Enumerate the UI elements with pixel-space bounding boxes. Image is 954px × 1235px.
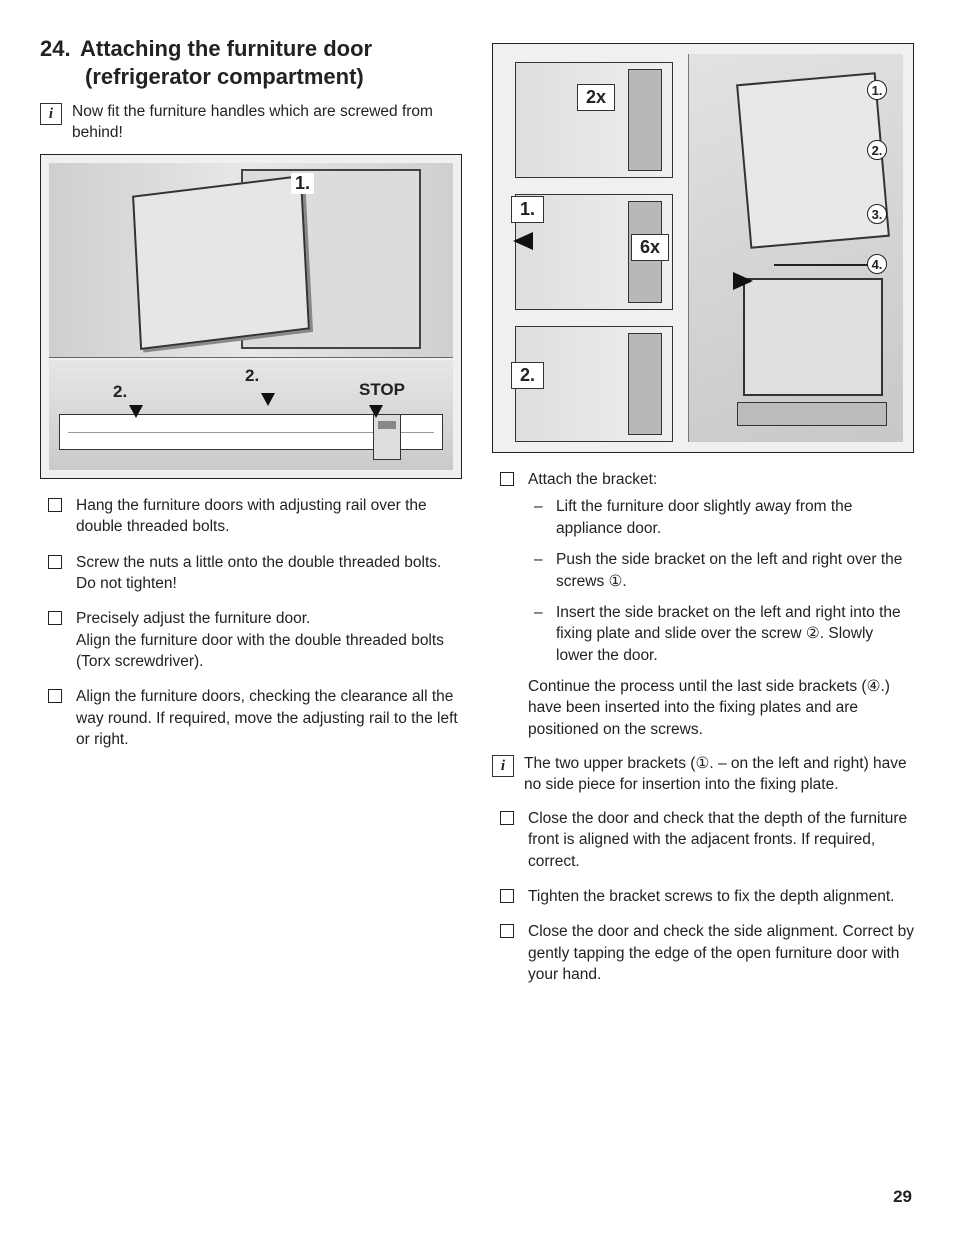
info-text-1: Now fit the furniture handles which are … (72, 102, 462, 144)
info-note-1: i Now fit the furniture handles which ar… (40, 102, 462, 144)
section-heading: 24.Attaching the furniture door (refrige… (40, 35, 462, 90)
list-item: Attach the bracket: Lift the furniture d… (528, 469, 914, 740)
left-instruction-list: Hang the furniture doors with adjusting … (40, 495, 462, 751)
bracket-sub-steps: Lift the furniture door slightly away fr… (528, 496, 914, 666)
page-columns: 24.Attaching the furniture door (refrige… (40, 35, 914, 1000)
fig1-stop-label: STOP (359, 380, 405, 400)
fig2-tag-2x: 2x (577, 84, 615, 111)
fig2-callout-1: 1. (867, 80, 887, 100)
list-item: Precisely adjust the furniture door. Ali… (76, 608, 462, 672)
page-number: 29 (893, 1187, 912, 1207)
list-item: Hang the furniture doors with adjusting … (76, 495, 462, 538)
attach-bracket-lead: Attach the bracket: (528, 471, 657, 488)
fig1-label-2a: 2. (113, 382, 127, 402)
list-item: Close the door and check that the depth … (528, 808, 914, 872)
sub-item: Insert the side bracket on the left and … (556, 602, 914, 666)
info-icon: i (492, 755, 514, 777)
list-item: Screw the nuts a little onto the double … (76, 552, 462, 595)
list-item: Tighten the bracket screws to fix the de… (528, 886, 914, 907)
arrow-down-icon (129, 405, 143, 418)
arrow-down-icon (261, 393, 275, 406)
fig2-tag-1: 1. (511, 196, 544, 223)
heading-text: Attaching the furniture door (refrigerat… (80, 36, 372, 89)
fig2-tag-2: 2. (511, 362, 544, 389)
fig2-callout-2: 2. (867, 140, 887, 160)
continue-text: Continue the process until the last side… (528, 676, 914, 740)
arrow-left-icon (513, 232, 533, 250)
info-icon: i (40, 103, 62, 125)
left-column: 24.Attaching the furniture door (refrige… (40, 35, 462, 1000)
fig2-callout-3: 3. (867, 204, 887, 224)
fig1-label-2b: 2. (245, 366, 259, 386)
list-item: Align the furniture doors, checking the … (76, 686, 462, 750)
figure-1: 1. 2. 2. STOP (40, 154, 462, 479)
right-instruction-list-1: Attach the bracket: Lift the furniture d… (492, 469, 914, 740)
info-text-2: The two upper brackets (①. – on the left… (524, 754, 914, 796)
list-item: Close the door and check the side alignm… (528, 921, 914, 985)
figure-2: 1. 2. 3. 4. 2x 1. 6x 2. (492, 43, 914, 453)
heading-number: 24. (40, 35, 80, 63)
sub-item: Push the side bracket on the left and ri… (556, 549, 914, 592)
right-instruction-list-2: Close the door and check that the depth … (492, 808, 914, 986)
sub-item: Lift the furniture door slightly away fr… (556, 496, 914, 539)
info-note-2: i The two upper brackets (①. – on the le… (492, 754, 914, 796)
fig1-label-1: 1. (291, 173, 314, 194)
fig2-callout-4: 4. (867, 254, 887, 274)
arrow-right-icon (733, 272, 753, 290)
fig2-tag-6x: 6x (631, 234, 669, 261)
arrow-down-icon (369, 405, 383, 418)
right-column: 1. 2. 3. 4. 2x 1. 6x 2. Attach the brack… (492, 35, 914, 1000)
